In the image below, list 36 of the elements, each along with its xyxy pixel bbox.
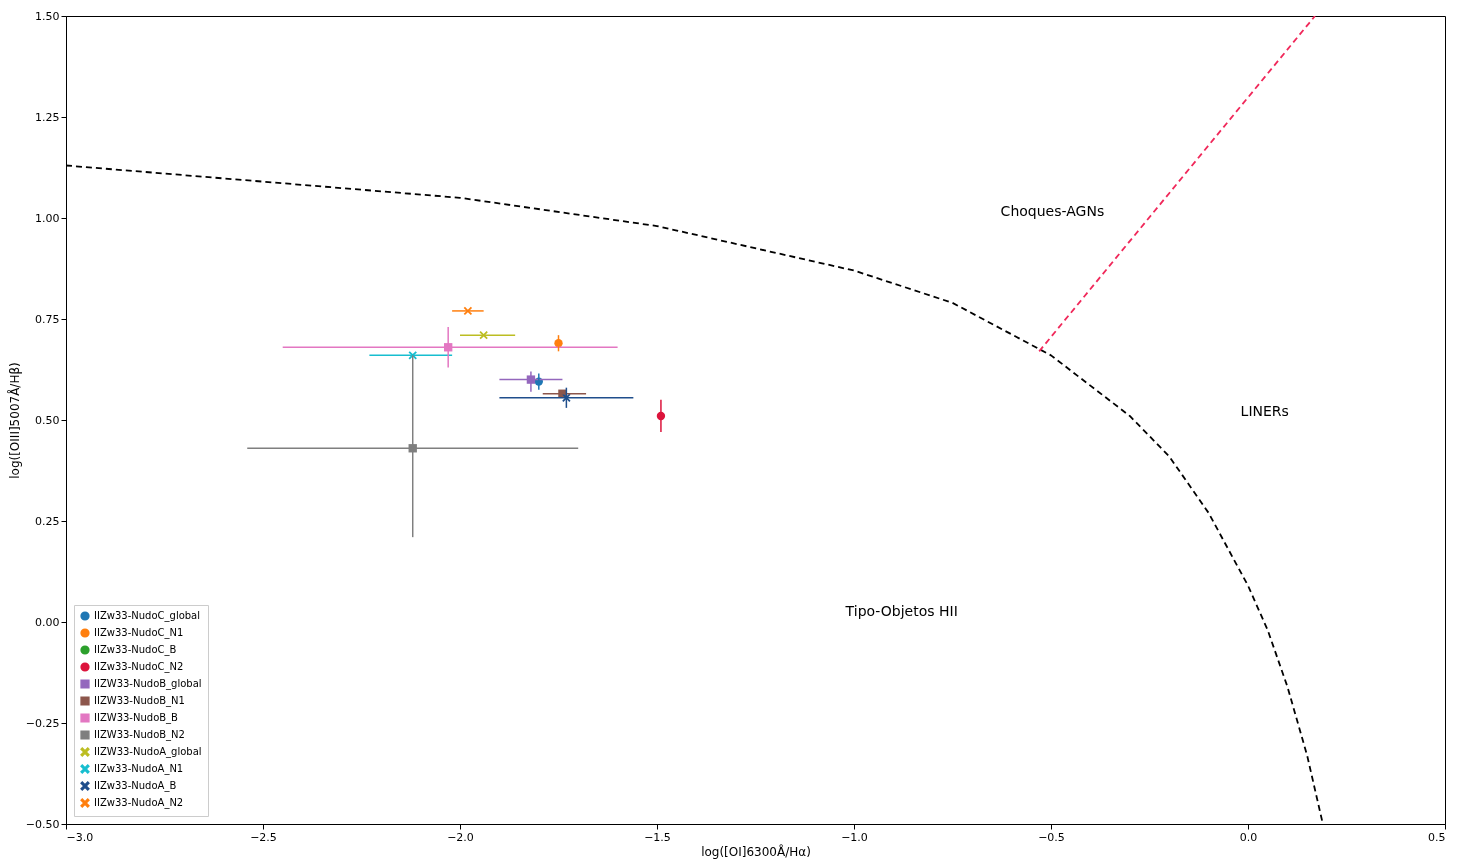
legend-label: IIZw33-NudoC_N2 bbox=[94, 661, 184, 673]
annotation: Tipo-Objetos HII bbox=[844, 603, 958, 619]
legend-label: IIZw33-NudoC_N1 bbox=[94, 627, 184, 639]
x-tick-label: −2.0 bbox=[447, 830, 474, 844]
y-tick-label: 1.00 bbox=[35, 211, 60, 225]
y-axis-title: log([OIII]5007Å/Hβ) bbox=[6, 362, 22, 479]
y-tick-label: 0.75 bbox=[35, 312, 60, 326]
x-tick-label: −1.5 bbox=[644, 830, 671, 844]
x-tick-label: −0.5 bbox=[1038, 830, 1065, 844]
x-axis-title: log([OI]6300Å/Hα) bbox=[701, 843, 811, 859]
legend-label: IIZW33-NudoA_global bbox=[94, 746, 202, 758]
legend-label: IIZW33-NudoB_N1 bbox=[94, 695, 185, 707]
y-tick-label: −0.50 bbox=[25, 817, 60, 831]
x-tick-label: 0.5 bbox=[1428, 830, 1446, 844]
y-tick-label: −0.25 bbox=[25, 716, 60, 730]
y-tick-label: 0.25 bbox=[35, 514, 60, 528]
y-tick-label: 1.25 bbox=[35, 110, 60, 124]
legend-label: IIZW33-NudoB_B bbox=[94, 712, 179, 724]
annotation: Choques-AGNs bbox=[1000, 203, 1105, 219]
legend-label: IIZW33-NudoB_global bbox=[94, 678, 202, 690]
legend-label: IIZw33-NudoA_B bbox=[94, 780, 177, 792]
legend-label: IIZw33-NudoC_B bbox=[94, 644, 177, 656]
x-tick-label: 0.0 bbox=[1239, 830, 1258, 844]
y-tick-label: 1.50 bbox=[35, 9, 60, 23]
legend-label: IIZW33-NudoB_N2 bbox=[94, 729, 185, 741]
legend-label: IIZw33-NudoA_N1 bbox=[94, 763, 184, 775]
x-tick-label: −3.0 bbox=[66, 830, 94, 844]
y-tick-label: 0.50 bbox=[35, 413, 60, 427]
point bbox=[463, 306, 473, 316]
y-tick-label: 0.00 bbox=[35, 615, 60, 629]
annotation: LINERs bbox=[1240, 403, 1289, 419]
legend-label: IIZw33-NudoC_global bbox=[94, 610, 201, 622]
x-tick-label: −2.5 bbox=[250, 830, 277, 844]
x-tick-label: −1.0 bbox=[841, 830, 868, 844]
legend-label: IIZw33-NudoA_N2 bbox=[94, 797, 184, 809]
line-series bbox=[66, 164, 1324, 824]
